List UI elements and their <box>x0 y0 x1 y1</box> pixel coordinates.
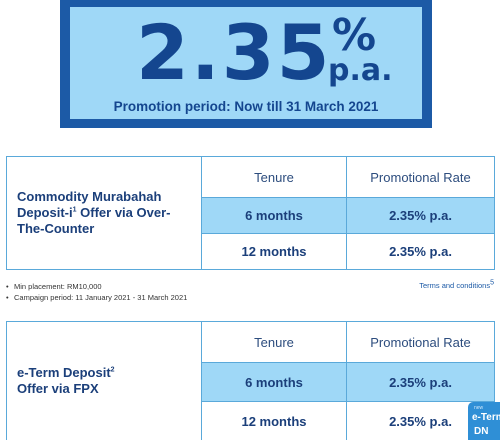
terms-and-conditions-link[interactable]: Terms and conditions5 <box>419 279 494 291</box>
product-name-line1: Commodity Murabahah <box>17 189 162 204</box>
header-tenure: Tenure <box>201 156 347 198</box>
rate-unit: p.a. <box>328 53 393 88</box>
footnote-marker: 2 <box>110 366 115 374</box>
header-promotional-rate: Promotional Rate <box>346 321 495 363</box>
header-tenure: Tenure <box>201 321 347 363</box>
badge-line2: DN <box>474 426 489 437</box>
product-name-line2: Deposit-i1 Offer via Over- <box>17 205 195 221</box>
promotion-period: Promotion period: Now till 31 March 2021 <box>113 99 379 114</box>
product-name-part: Offer via Over- <box>76 205 171 220</box>
promo-banner: 2.35 % p.a. Promotion period: Now till 3… <box>60 0 432 128</box>
min-placement-note: Min placement: RM10,000 <box>6 281 187 292</box>
header-promotional-rate: Promotional Rate <box>346 156 495 198</box>
footnote-marker: 1 <box>72 206 77 214</box>
product-name-line3: The-Counter <box>17 221 95 236</box>
tenure-cell: 12 months <box>201 401 347 440</box>
product-name-part: e-Term Deposit <box>17 365 111 380</box>
rate-value: 2.35 <box>136 8 332 97</box>
product-name-line2: Offer via FPX <box>17 381 99 396</box>
rate-headline: 2.35 % p.a. <box>70 7 422 97</box>
footnote-marker: 5 <box>490 279 494 287</box>
rate-cell: 2.35% p.a. <box>346 197 495 234</box>
table-row: 6 months 2.35% p.a. <box>7 197 495 234</box>
table-row: 12 months 2.35% p.a. <box>7 233 495 270</box>
campaign-period-note: Campaign period: 11 January 2021 - 31 Ma… <box>6 292 187 303</box>
tenure-cell: 6 months <box>201 362 347 402</box>
rate-cell: 2.35% p.a. <box>346 362 495 402</box>
product-name-part: Deposit-i <box>17 205 73 220</box>
terms-label[interactable]: Terms and conditions <box>419 281 491 290</box>
rate-cell: 2.35% p.a. <box>346 233 495 270</box>
otc-offer-table: Commodity Murabahah Deposit-i1 Offer via… <box>6 156 495 270</box>
floating-promo-badge[interactable]: new e-Term DN <box>468 402 500 440</box>
rate-percent-symbol: % <box>332 10 377 61</box>
tenure-cell: 6 months <box>201 197 347 234</box>
footnotes: Min placement: RM10,000 Campaign period:… <box>6 281 187 303</box>
badge-line1: e-Term <box>472 412 500 423</box>
product-name-line1: e-Term Deposit2 <box>17 365 195 381</box>
table-row: 6 months 2.35% p.a. <box>7 362 495 402</box>
product-name-cell: e-Term Deposit2 Offer via FPX <box>6 321 202 440</box>
product-name-cell: Commodity Murabahah Deposit-i1 Offer via… <box>6 156 202 270</box>
banner-face: 2.35 % p.a. Promotion period: Now till 3… <box>68 5 424 121</box>
badge-small-text: new <box>474 405 484 411</box>
fpx-offer-table: e-Term Deposit2 Offer via FPX Tenure Pro… <box>6 321 495 440</box>
tenure-cell: 12 months <box>201 233 347 270</box>
